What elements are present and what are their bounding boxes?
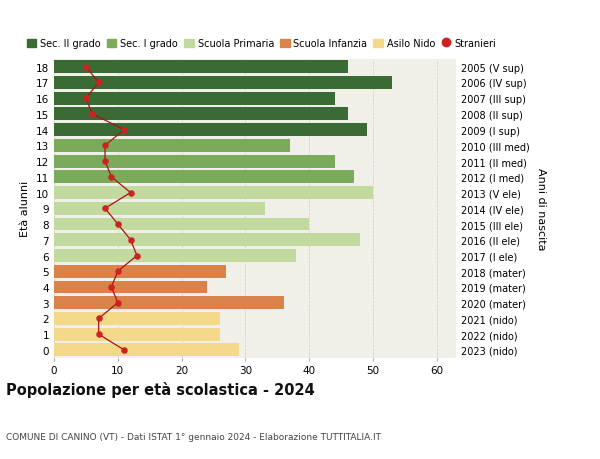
Bar: [54, 250, 296, 263]
Bar: [54, 171, 354, 184]
Point: [132, 252, 142, 260]
Point: [88, 111, 97, 118]
Bar: [54, 155, 335, 168]
Bar: [54, 124, 367, 137]
Point: [126, 236, 136, 244]
Text: COMUNE DI CANINO (VT) - Dati ISTAT 1° gennaio 2024 - Elaborazione TUTTITALIA.IT: COMUNE DI CANINO (VT) - Dati ISTAT 1° ge…: [6, 431, 381, 441]
Text: Popolazione per età scolastica - 2024: Popolazione per età scolastica - 2024: [6, 381, 315, 397]
Point: [81, 95, 91, 103]
Point: [94, 331, 103, 338]
Point: [113, 268, 122, 275]
Bar: [54, 61, 347, 74]
Point: [100, 205, 110, 213]
Point: [100, 142, 110, 150]
Point: [107, 174, 116, 181]
Point: [119, 347, 129, 354]
Bar: [54, 187, 373, 200]
Bar: [54, 297, 284, 309]
Point: [100, 158, 110, 165]
Bar: [54, 108, 347, 121]
Point: [113, 299, 122, 307]
Bar: [54, 140, 290, 152]
Point: [126, 190, 136, 197]
Point: [94, 79, 103, 87]
Bar: [54, 92, 335, 106]
Point: [107, 284, 116, 291]
Bar: [54, 312, 220, 325]
Bar: [54, 281, 207, 294]
Bar: [54, 234, 360, 246]
Point: [94, 315, 103, 322]
Y-axis label: Anni di nascita: Anni di nascita: [536, 168, 546, 250]
Bar: [54, 202, 265, 215]
Bar: [54, 265, 226, 278]
Legend: Sec. II grado, Sec. I grado, Scuola Primaria, Scuola Infanzia, Asilo Nido, Stran: Sec. II grado, Sec. I grado, Scuola Prim…: [27, 39, 496, 49]
Point: [113, 221, 122, 228]
Bar: [54, 77, 392, 90]
Y-axis label: Età alunni: Età alunni: [20, 181, 31, 237]
Point: [81, 64, 91, 71]
Bar: [54, 328, 220, 341]
Bar: [54, 218, 309, 231]
Bar: [54, 344, 239, 357]
Point: [119, 127, 129, 134]
